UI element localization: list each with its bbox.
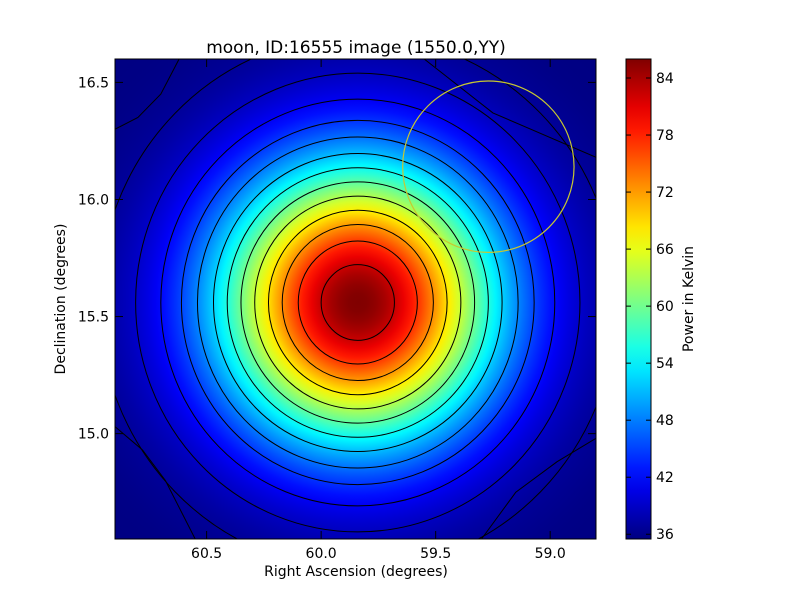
colorbar-label: Power in Kelvin [681, 246, 697, 352]
contour-ring [196, 136, 519, 469]
contour-ring [180, 119, 535, 486]
contour-corner [115, 426, 196, 539]
colorbar-tick-label: 54 [656, 356, 674, 372]
contour-ring [281, 223, 434, 382]
plot-area: 60.5 60.0 59.5 59.0 15.0 15.5 16.0 16.5 [78, 58, 597, 562]
chart-title: moon, ID:16555 image (1550.0,YY) [206, 38, 506, 58]
y-tick-label: 15.5 [78, 310, 109, 326]
colorbar-fill [625, 58, 652, 540]
heatmap-image [115, 59, 596, 539]
colorbar-tick-label: 72 [656, 185, 674, 201]
contour-ring [254, 195, 462, 410]
y-axis-ticks: 15.0 15.5 16.0 16.5 [78, 75, 596, 443]
x-axis-label: Right Ascension (degrees) [264, 564, 448, 580]
colorbar-tick-label: 66 [656, 242, 674, 258]
y-tick-label: 16.0 [78, 192, 109, 208]
y-tick-label: 16.5 [78, 75, 109, 91]
x-tick-label: 60.5 [191, 546, 222, 562]
contour-corner [423, 59, 596, 158]
contour-ring [240, 181, 476, 424]
colorbar-tick-label: 60 [656, 299, 674, 315]
x-tick-label: 59.0 [535, 546, 566, 562]
contour-ring [320, 264, 395, 341]
x-axis-ticks: 60.5 60.0 59.5 59.0 [191, 59, 566, 562]
y-axis-label: Declination (degrees) [53, 224, 69, 375]
y-tick-label: 15.0 [78, 427, 109, 443]
colorbar: 36 42 48 54 60 66 72 78 84 [625, 58, 674, 543]
colorbar-tick-label: 48 [656, 413, 674, 429]
contour-ring [297, 240, 418, 365]
plot-frame [114, 58, 597, 540]
colorbar-tick-label: 78 [656, 128, 674, 144]
highlight-circle [402, 80, 575, 253]
contour-ring [135, 72, 581, 533]
colorbar-tick-label: 42 [656, 470, 674, 486]
x-tick-label: 60.0 [306, 546, 337, 562]
contour-lines [115, 59, 596, 539]
contour-ring [267, 209, 448, 396]
contour-ring [160, 98, 556, 507]
contour-corner [481, 437, 596, 539]
colorbar-tick-label: 36 [656, 527, 674, 543]
contour-ring [212, 153, 503, 452]
colorbar-ticks: 36 42 48 54 60 66 72 78 84 [626, 71, 674, 543]
x-tick-label: 59.5 [420, 546, 451, 562]
contour-ring [226, 167, 489, 438]
contour-corner [115, 59, 180, 130]
colorbar-tick-label: 84 [656, 71, 674, 87]
